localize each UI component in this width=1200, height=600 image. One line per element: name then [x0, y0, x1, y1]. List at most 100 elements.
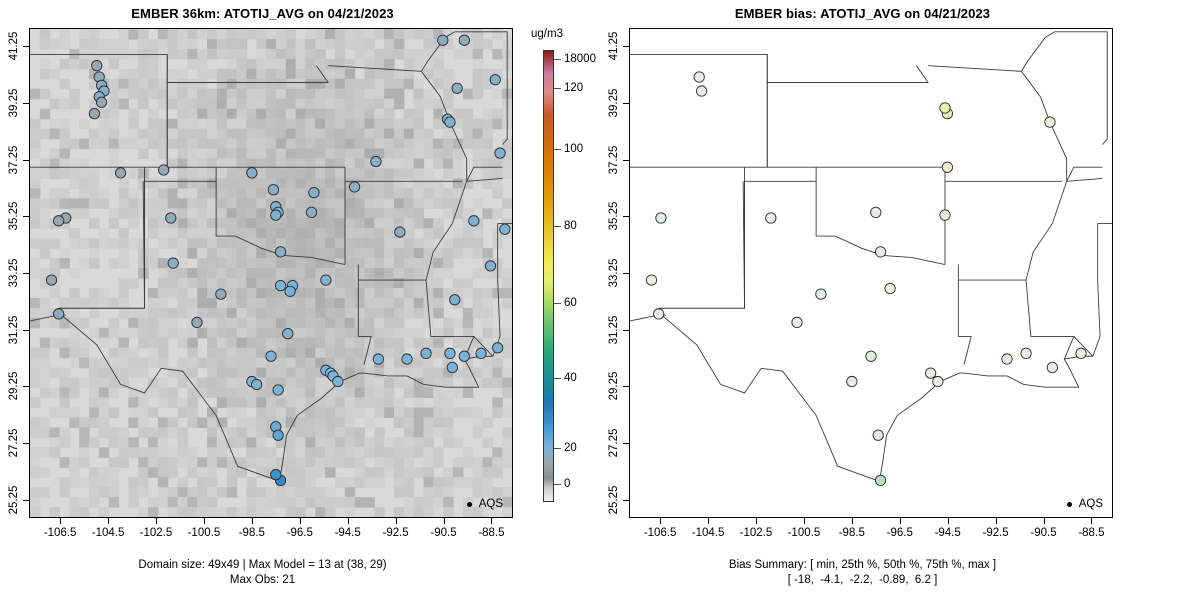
aqs-site-marker[interactable]: [815, 288, 827, 300]
aqs-site-marker[interactable]: [874, 474, 887, 486]
aqs-site-marker[interactable]: [846, 375, 858, 388]
aqs-site-marker[interactable]: [265, 350, 277, 362]
aqs-site-marker[interactable]: [191, 316, 203, 329]
aqs-site-marker[interactable]: [372, 353, 384, 365]
aqs-site-marker[interactable]: [939, 209, 951, 221]
aqs-site-marker[interactable]: [1046, 361, 1058, 374]
aqs-site-marker[interactable]: [394, 226, 406, 238]
raster-cell: [49, 427, 61, 438]
aqs-site-marker[interactable]: [88, 108, 101, 120]
aqs-site-marker[interactable]: [444, 347, 456, 359]
aqs-site-marker[interactable]: [274, 280, 287, 292]
aqs-site-marker[interactable]: [695, 85, 708, 97]
aqs-site-marker[interactable]: [272, 429, 284, 441]
aqs-site-marker[interactable]: [489, 74, 501, 86]
aqs-site-marker[interactable]: [932, 375, 944, 388]
aqs-site-marker[interactable]: [437, 34, 449, 46]
raster-cell: [266, 128, 277, 140]
aqs-site-marker[interactable]: [167, 257, 179, 269]
aqs-site-marker[interactable]: [870, 206, 882, 218]
map-plot-bias[interactable]: AQS: [629, 28, 1113, 518]
aqs-site-marker[interactable]: [451, 82, 463, 94]
aqs-site-marker[interactable]: [449, 294, 461, 306]
aqs-site-marker[interactable]: [1001, 353, 1013, 365]
aqs-site-marker[interactable]: [645, 274, 658, 286]
aqs-site-marker[interactable]: [874, 246, 887, 258]
raster-cell: [472, 38, 484, 50]
aqs-site-marker[interactable]: [475, 347, 487, 359]
aqs-site-marker[interactable]: [246, 167, 258, 179]
aqs-site-marker[interactable]: [114, 167, 127, 179]
aqs-site-marker[interactable]: [305, 206, 318, 218]
x-tick: [851, 518, 853, 524]
raster-cell: [108, 218, 120, 229]
aqs-site-marker[interactable]: [765, 212, 777, 224]
raster-cell: [354, 78, 366, 90]
raster-cell: [502, 198, 512, 209]
aqs-site-marker[interactable]: [308, 187, 320, 199]
raster-cell: [89, 98, 100, 110]
raster-cell: [108, 297, 120, 309]
aqs-site-marker[interactable]: [348, 181, 361, 193]
aqs-site-marker[interactable]: [865, 350, 877, 362]
aqs-site-marker[interactable]: [215, 288, 227, 300]
raster-cell: [384, 337, 395, 349]
raster-cell: [197, 29, 208, 40]
aqs-site-marker[interactable]: [444, 116, 456, 128]
aqs-site-marker[interactable]: [872, 429, 884, 441]
aqs-site-marker[interactable]: [270, 209, 282, 221]
aqs-site-marker[interactable]: [458, 34, 470, 46]
aqs-site-marker[interactable]: [251, 378, 263, 391]
aqs-site-marker[interactable]: [158, 164, 170, 176]
aqs-site-marker[interactable]: [484, 260, 497, 272]
raster-cell: [305, 497, 316, 508]
aqs-site-marker[interactable]: [1075, 347, 1087, 359]
aqs-site-marker[interactable]: [284, 285, 296, 297]
raster-cell: [128, 307, 139, 319]
raster-cell: [433, 148, 444, 160]
aqs-site-marker[interactable]: [420, 347, 432, 359]
aqs-site-marker[interactable]: [95, 96, 108, 108]
raster-cell: [148, 297, 159, 309]
colorbar-tick-label: 40: [564, 371, 577, 384]
map-plot-model[interactable]: AQS: [29, 28, 513, 518]
aqs-site-marker[interactable]: [1044, 116, 1056, 128]
aqs-site-marker[interactable]: [499, 223, 511, 235]
aqs-site-marker[interactable]: [655, 212, 667, 224]
aqs-site-marker[interactable]: [370, 155, 382, 168]
aqs-site-marker[interactable]: [458, 350, 470, 362]
aqs-site-marker[interactable]: [53, 308, 65, 320]
aqs-site-marker[interactable]: [320, 274, 332, 286]
aqs-site-marker[interactable]: [45, 274, 58, 286]
aqs-site-marker[interactable]: [939, 102, 951, 114]
aqs-site-marker[interactable]: [941, 161, 954, 173]
aqs-site-marker[interactable]: [270, 469, 282, 481]
raster-cell: [275, 58, 287, 70]
aqs-site-marker[interactable]: [53, 215, 65, 227]
raster-cell: [295, 467, 307, 478]
aqs-site-marker[interactable]: [884, 282, 896, 295]
aqs-site-marker[interactable]: [332, 375, 344, 388]
aqs-site-marker[interactable]: [282, 328, 294, 340]
aqs-site-marker[interactable]: [267, 184, 280, 196]
aqs-site-marker[interactable]: [468, 215, 480, 227]
aqs-site-marker[interactable]: [91, 60, 103, 72]
aqs-site-marker[interactable]: [925, 367, 937, 379]
aqs-site-marker[interactable]: [653, 308, 665, 320]
aqs-site-marker[interactable]: [492, 342, 504, 354]
raster-cell: [295, 317, 307, 329]
raster-cell: [452, 277, 464, 289]
aqs-site-marker[interactable]: [791, 316, 803, 329]
aqs-site-marker[interactable]: [1020, 347, 1032, 359]
raster-cell: [236, 98, 248, 110]
raster-cell: [266, 88, 277, 100]
aqs-site-marker[interactable]: [401, 353, 413, 365]
aqs-site-marker[interactable]: [165, 212, 177, 224]
raster-cell: [89, 437, 100, 448]
raster-cell: [354, 477, 366, 488]
aqs-site-marker[interactable]: [446, 361, 458, 374]
aqs-site-marker[interactable]: [272, 384, 284, 396]
aqs-site-marker[interactable]: [274, 246, 287, 258]
aqs-site-marker[interactable]: [494, 147, 506, 159]
aqs-site-marker[interactable]: [693, 71, 705, 83]
